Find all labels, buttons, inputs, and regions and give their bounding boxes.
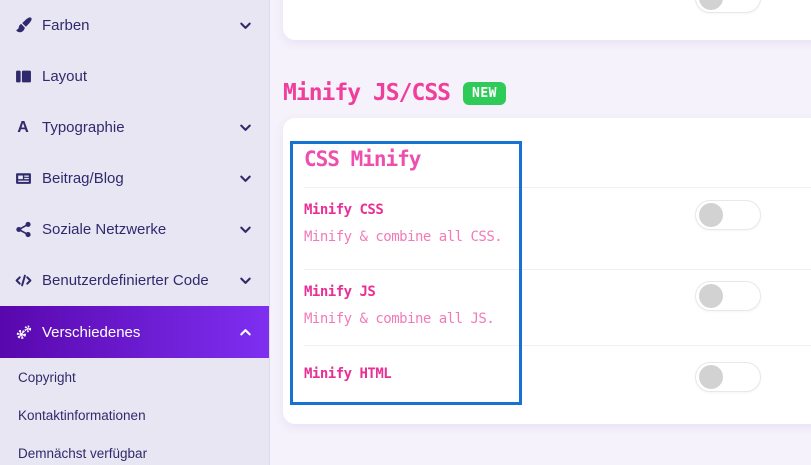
layout-columns-icon <box>14 68 32 85</box>
sidebar-item-label: Farben <box>42 17 90 34</box>
minify-html-row: Minify HTML <box>304 346 811 422</box>
minify-css-toggle[interactable] <box>695 200 761 230</box>
sidebar: Farben Layout A Typographie Beitrag/Blog <box>0 0 270 465</box>
sidebar-subitem-kontaktinformationen[interactable]: Kontaktinformationen <box>0 396 269 434</box>
divider <box>304 187 811 188</box>
card-title: CSS Minify <box>304 147 421 171</box>
minify-css-label: Minify CSS <box>304 202 384 218</box>
code-icon <box>14 272 32 289</box>
sidebar-item-verschiedenes[interactable]: Verschiedenes <box>0 306 269 358</box>
sidebar-subitem-demnaechst-verfuegbar[interactable]: Demnächst verfügbar <box>0 434 269 465</box>
typography-icon: A <box>17 118 29 136</box>
minify-js-toggle[interactable] <box>695 281 761 311</box>
minify-css-row: Minify CSS Minify & combine all CSS. <box>304 188 811 270</box>
toggle-knob <box>699 203 723 227</box>
sidebar-item-typographie[interactable]: A Typographie <box>0 102 269 153</box>
sidebar-item-layout[interactable]: Layout <box>0 51 269 102</box>
sidebar-item-farben[interactable]: Farben <box>0 0 269 51</box>
sidebar-item-benutzerdefinierter-code[interactable]: Benutzerdefinierter Code <box>0 255 269 306</box>
sidebar-item-soziale-netzwerke[interactable]: Soziale Netzwerke <box>0 204 269 255</box>
sidebar-subitem-copyright[interactable]: Copyright <box>0 358 269 396</box>
minify-js-description: Minify & combine all JS. <box>304 311 495 327</box>
section-header: Minify JS/CSS NEW <box>283 80 506 106</box>
new-badge: NEW <box>463 81 506 105</box>
sidebar-item-label: Verschiedenes <box>42 323 141 341</box>
sidebar-item-label: Soziale Netzwerke <box>42 221 167 238</box>
minify-css-description: Minify & combine all CSS. <box>304 229 503 245</box>
sidebar-item-label: Beitrag/Blog <box>42 170 124 187</box>
gears-icon <box>14 324 32 341</box>
sidebar-item-label: Typographie <box>42 119 125 136</box>
minify-html-toggle[interactable] <box>695 362 761 392</box>
chevron-up-icon <box>238 325 253 340</box>
sidebar-subitem-label: Copyright <box>18 369 76 385</box>
main-content: Minify JS/CSS NEW CSS Minify Minify CSS … <box>270 0 811 465</box>
sidebar-item-label: Layout <box>42 68 88 85</box>
sidebar-item-label: Benutzerdefinierter Code <box>42 272 209 289</box>
css-minify-card: CSS Minify Minify CSS Minify & combine a… <box>283 118 811 424</box>
sidebar-item-beitrag-blog[interactable]: Beitrag/Blog <box>0 153 269 204</box>
chevron-down-icon <box>238 273 253 288</box>
minify-js-label: Minify JS <box>304 284 376 300</box>
section-title: Minify JS/CSS <box>283 80 451 106</box>
minify-html-label: Minify HTML <box>304 366 392 382</box>
toggle-knob <box>699 365 723 389</box>
blog-icon <box>14 170 32 187</box>
chevron-down-icon <box>238 171 253 186</box>
sidebar-subitem-label: Kontaktinformationen <box>18 407 146 423</box>
toggle-knob <box>699 0 723 10</box>
toggle-knob <box>699 284 723 308</box>
share-nodes-icon <box>14 221 32 238</box>
previous-card <box>283 0 811 40</box>
previous-card-toggle[interactable] <box>695 0 761 13</box>
sidebar-subitem-label: Demnächst verfügbar <box>18 445 148 461</box>
paintbrush-icon <box>14 17 32 34</box>
chevron-down-icon <box>238 222 253 237</box>
minify-js-row: Minify JS Minify & combine all JS. <box>304 270 811 346</box>
chevron-down-icon <box>238 120 253 135</box>
chevron-down-icon <box>238 18 253 33</box>
